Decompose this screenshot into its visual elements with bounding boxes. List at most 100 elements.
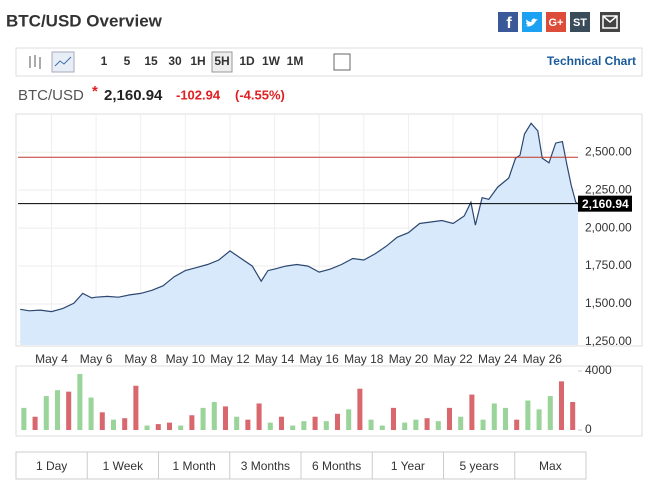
- price-line: [20, 122, 579, 313]
- y-tick-label: 1,250.00: [585, 334, 632, 348]
- reference-label-box: [578, 195, 632, 212]
- mail-glyph: [602, 15, 618, 29]
- settings-icon[interactable]: [333, 53, 351, 71]
- volume-bar: [77, 373, 83, 430]
- x-tick-label: May 4: [35, 352, 68, 366]
- volume-bar: [536, 409, 542, 430]
- volume-bar: [346, 409, 352, 430]
- y-tick-label: 1,500.00: [585, 296, 632, 310]
- volume-bar: [88, 397, 94, 430]
- volume-bar: [122, 418, 128, 430]
- volume-bar: [368, 419, 374, 430]
- range-button[interactable]: 6 Months: [312, 459, 361, 473]
- volume-bar: [290, 425, 296, 430]
- volume-bar: [54, 390, 60, 430]
- volume-bar: [413, 419, 419, 430]
- volume-bar: [278, 416, 284, 430]
- y-tick-label: 2,250.00: [585, 182, 632, 196]
- x-tick-label: May 8: [124, 352, 157, 366]
- x-tick-label: May 12: [210, 352, 250, 366]
- line-glyph: [54, 56, 72, 67]
- volume-bar: [480, 419, 486, 430]
- y-tick-label: 2,500.00: [585, 144, 632, 158]
- volume-bar: [547, 396, 553, 430]
- y-tick-label: 2,000.00: [585, 220, 632, 234]
- technical-chart-link[interactable]: Technical Chart: [547, 54, 636, 68]
- interval-button[interactable]: 1: [101, 54, 108, 68]
- volume-bar: [178, 425, 184, 430]
- title: BTC/USD Overview: [6, 11, 163, 30]
- line-icon[interactable]: [51, 51, 75, 73]
- volume-bar: [110, 419, 116, 430]
- volume-bar: [99, 412, 105, 430]
- volume-tick-label: 4000: [585, 363, 612, 377]
- volume-bar: [245, 419, 251, 430]
- volume-bar: [458, 416, 464, 430]
- volume-bar: [558, 381, 564, 430]
- volume-bar: [234, 416, 240, 430]
- volume-bar: [301, 421, 307, 430]
- x-tick-label: May 22: [433, 352, 473, 366]
- y-tick-label: 1,750.00: [585, 258, 632, 272]
- interval-button[interactable]: 1H: [190, 54, 205, 68]
- volume-bar: [155, 424, 161, 430]
- x-tick-label: May 16: [300, 352, 340, 366]
- area-fill: [20, 123, 578, 345]
- range-button[interactable]: 5 years: [459, 459, 498, 473]
- volume-bar: [222, 406, 228, 430]
- volume-bar: [32, 416, 38, 430]
- interval-button[interactable]: 1D: [239, 54, 255, 68]
- volume-bar: [502, 407, 508, 430]
- range-button[interactable]: 3 Months: [241, 459, 290, 473]
- interval-button[interactable]: 5: [124, 54, 131, 68]
- interval-button[interactable]: 5H: [214, 54, 229, 68]
- range-button[interactable]: 1 Day: [36, 459, 67, 473]
- x-tick-label: May 10: [166, 352, 206, 366]
- reference-label: 2,160.94: [582, 197, 629, 211]
- volume-bar: [525, 400, 531, 430]
- volume-bar: [267, 422, 273, 430]
- volume-bar: [379, 425, 385, 430]
- x-tick-label: May 14: [255, 352, 295, 366]
- range-button[interactable]: 1 Year: [391, 459, 425, 473]
- volume-bar: [166, 422, 172, 430]
- interval-button[interactable]: 15: [144, 54, 158, 68]
- volume-bar: [357, 388, 363, 430]
- volume-bar: [446, 407, 452, 430]
- candle-icon[interactable]: [29, 55, 41, 69]
- range-button[interactable]: Max: [539, 459, 562, 473]
- range-button[interactable]: 1 Week: [103, 459, 144, 473]
- interval-selected: [211, 51, 233, 73]
- gplus-icon[interactable]: [546, 12, 566, 32]
- volume-bar: [43, 396, 49, 430]
- volume-bar: [211, 401, 217, 430]
- volume-bar: [390, 407, 396, 430]
- x-tick-label: May 26: [523, 352, 563, 366]
- interval-button[interactable]: 30: [168, 54, 182, 68]
- volume-bar: [312, 416, 318, 430]
- toolbar: [15, 47, 643, 77]
- volume-bar: [491, 403, 497, 430]
- volume-bar: [424, 418, 430, 430]
- x-tick-label: May 18: [344, 352, 384, 366]
- interval-button[interactable]: 1M: [287, 54, 304, 68]
- volume-bar: [514, 419, 520, 430]
- volume-frame: [15, 365, 643, 437]
- share-icons: f G+ ST: [498, 12, 620, 32]
- gplus-label: G+: [549, 17, 564, 29]
- volume-bar: [189, 415, 195, 430]
- delay-marker: *: [92, 83, 98, 100]
- volume-bar: [570, 401, 576, 430]
- volume-bar: [21, 407, 27, 430]
- stocktwits-icon[interactable]: [570, 12, 590, 32]
- range-button[interactable]: 1 Month: [172, 459, 215, 473]
- volume-bar: [200, 407, 206, 430]
- interval-button[interactable]: 1W: [262, 54, 281, 68]
- volume-bar: [334, 413, 340, 430]
- volume-bar: [435, 421, 441, 430]
- volume-bar: [323, 421, 329, 430]
- volume-bar: [133, 385, 139, 430]
- change-pct: (-4.55%): [235, 87, 285, 102]
- facebook-icon[interactable]: [498, 12, 518, 32]
